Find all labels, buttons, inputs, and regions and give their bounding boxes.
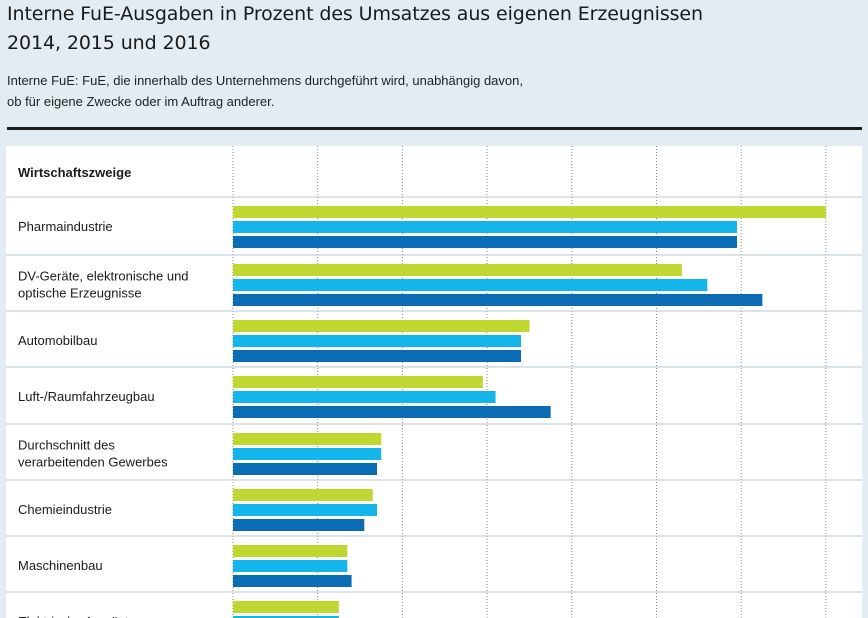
bar-4-series-2 xyxy=(233,463,377,475)
bar-2-series-1 xyxy=(233,335,521,347)
chart-title: Interne FuE-Ausgaben in Prozent des Umsa… xyxy=(7,0,857,58)
chart-panel: Wirtschaftszweige Pharmaindustrie DV-Gerät… xyxy=(6,146,862,618)
header-divider xyxy=(7,127,862,130)
bar-5-series-2 xyxy=(233,519,365,531)
category-label-2: Automobilbau xyxy=(18,333,98,348)
category-label-4-line-2: verarbeitenden Gewerbes xyxy=(18,455,168,470)
bar-0-series-2 xyxy=(233,236,737,248)
category-label-0: Pharmaindustrie xyxy=(18,219,113,234)
category-label-5: Chemieindustrie xyxy=(18,502,112,517)
category-label-1-line-1: DV-Geräte, elektronische und xyxy=(18,269,189,284)
bar-5-series-1 xyxy=(233,504,377,516)
bar-chart: Wirtschaftszweige Pharmaindustrie DV-Gerät… xyxy=(6,146,862,618)
bar-3-series-2 xyxy=(233,406,551,418)
bar-5-series-0 xyxy=(233,489,373,501)
bar-0-series-0 xyxy=(233,206,826,218)
chart-subtitle: Interne FuE: FuE, die innerhalb des Unte… xyxy=(7,70,857,112)
bar-0-series-1 xyxy=(233,221,737,233)
bar-2-series-2 xyxy=(233,350,521,362)
bar-4-series-0 xyxy=(233,433,382,445)
bar-2-series-0 xyxy=(233,320,530,332)
bar-6-series-1 xyxy=(233,560,348,572)
category-label-3: Luft-/Raumfahrzeugbau xyxy=(18,389,155,404)
bar-6-series-2 xyxy=(233,575,352,587)
bar-3-series-0 xyxy=(233,376,483,388)
bar-1-series-0 xyxy=(233,264,682,276)
bar-1-series-1 xyxy=(233,279,708,291)
category-label-6: Maschinenbau xyxy=(18,558,103,573)
bar-4-series-1 xyxy=(233,448,382,460)
chart-subtitle-line-2: ob für eigene Zwecke oder im Auftrag and… xyxy=(7,94,275,109)
bar-7-series-1 xyxy=(233,616,339,618)
bar-7-series-0 xyxy=(233,601,339,613)
category-label-7: Elektrische Ausrüstungen xyxy=(18,614,165,618)
bar-3-series-1 xyxy=(233,391,496,403)
chart-title-line-1: Interne FuE-Ausgaben in Prozent des Umsa… xyxy=(7,3,703,25)
bar-1-series-2 xyxy=(233,294,763,306)
chart-title-line-2: 2014, 2015 und 2016 xyxy=(7,32,211,54)
category-label-4-line-1: Durchschnitt des xyxy=(18,438,115,453)
category-label-1-line-2: optische Erzeugnisse xyxy=(18,286,142,301)
column-header: Wirtschaftszweige xyxy=(18,165,131,180)
chart-subtitle-line-1: Interne FuE: FuE, die innerhalb des Unte… xyxy=(7,73,523,88)
bar-6-series-0 xyxy=(233,545,348,557)
